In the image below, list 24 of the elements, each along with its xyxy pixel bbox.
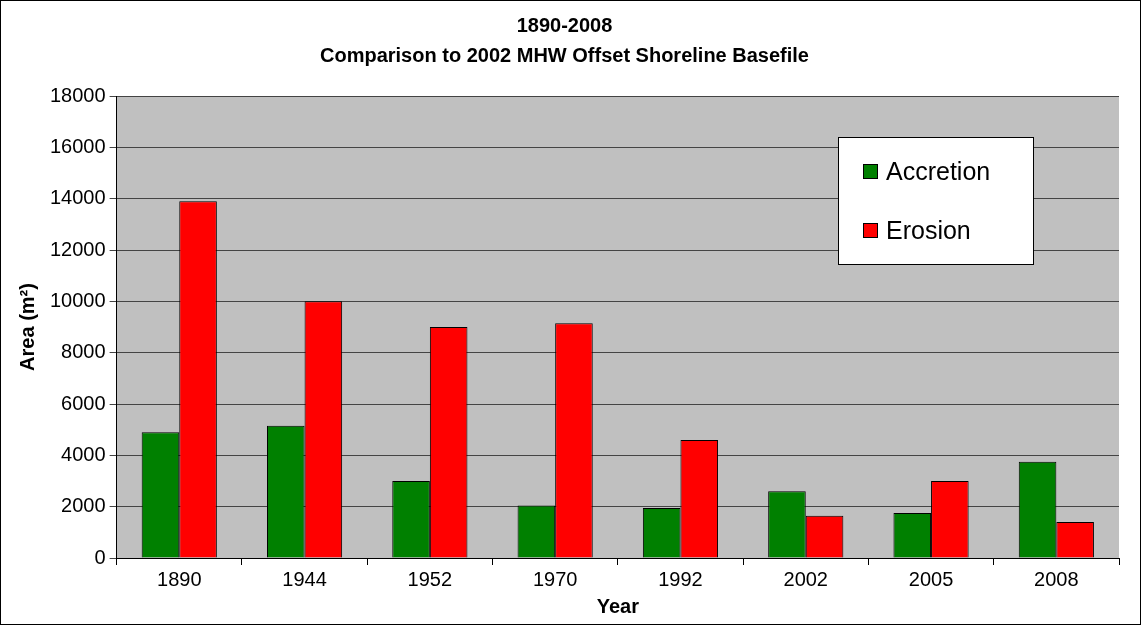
y-tick-label: 2000 bbox=[61, 494, 106, 517]
y-tick-label: 4000 bbox=[61, 442, 106, 465]
y-tick-label: 10000 bbox=[49, 288, 106, 311]
x-tick-label: 1890 bbox=[157, 567, 202, 590]
y-tick-label: 16000 bbox=[49, 134, 106, 157]
chart-title: 1890-2008 bbox=[516, 13, 613, 36]
legend-label: Accretion bbox=[886, 157, 991, 186]
x-tick-label: 1952 bbox=[407, 567, 453, 590]
y-tick-label: 18000 bbox=[49, 83, 106, 106]
y-tick-label: 12000 bbox=[49, 237, 106, 260]
x-tick-label: 2008 bbox=[1034, 567, 1079, 590]
y-tick-label: 14000 bbox=[49, 186, 106, 209]
chart-subtitle: Comparison to 2002 MHW Offset Shoreline Basefile bbox=[320, 43, 809, 66]
y-tick-label: 6000 bbox=[61, 391, 106, 414]
y-tick-label: 0 bbox=[94, 545, 106, 568]
x-tick-label: 2005 bbox=[908, 567, 954, 590]
y-axis-title: Area (m²) bbox=[15, 283, 38, 371]
y-tick-label: 8000 bbox=[61, 340, 106, 363]
x-tick-label: 1970 bbox=[532, 567, 578, 590]
legend-label: Erosion bbox=[886, 216, 971, 245]
x-axis-title: Year bbox=[596, 594, 640, 617]
x-tick-label: 1992 bbox=[658, 567, 703, 590]
x-tick-label: 2002 bbox=[783, 567, 828, 590]
x-tick-label: 1944 bbox=[282, 567, 327, 590]
